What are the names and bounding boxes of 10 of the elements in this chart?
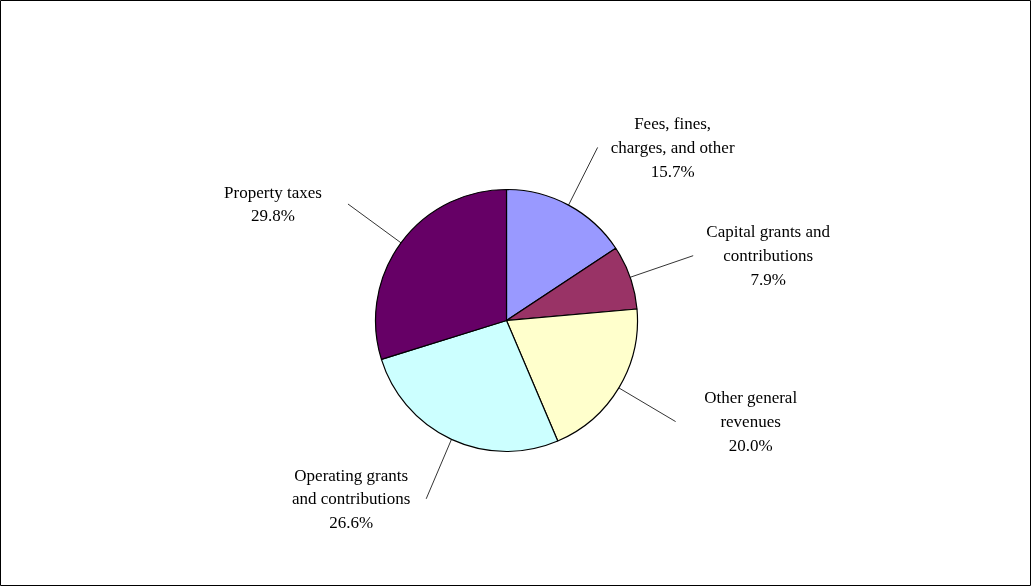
slice-label: Operating grants and contributions [291,465,411,509]
data-label: 15.7% [650,161,695,181]
legend-label: Other general revenues [704,388,798,432]
slice-label: Property taxes [224,182,322,202]
data-label: 7.9% [750,269,786,289]
slice-label: Fees, fines, charges, and other [610,114,735,157]
data-label: 20.0% [728,435,773,455]
data-label: 26.6% [329,513,374,533]
data-label: 29.8% [251,206,295,226]
slice-label: Capital grants and contributions [706,222,831,266]
